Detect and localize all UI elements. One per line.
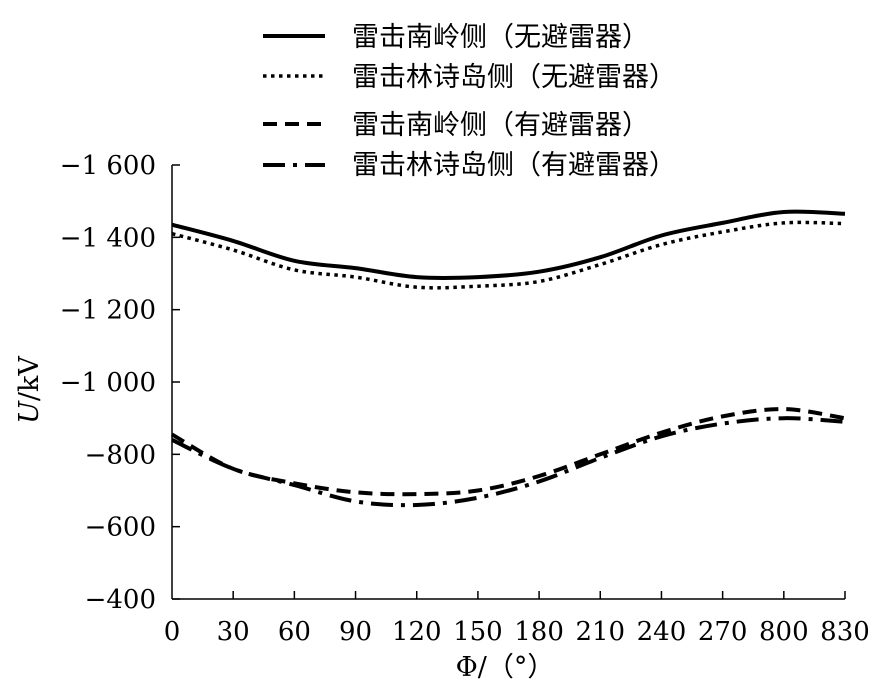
legend-label-4: 雷击林诗岛侧（有避雷器） <box>352 150 676 181</box>
legend-label-1: 雷击南岭侧（无避雷器） <box>352 22 649 53</box>
x-tick-label: 0 <box>164 617 181 647</box>
x-tick-label: 150 <box>453 617 503 647</box>
series-line-4 <box>171 416 846 508</box>
x-tick-label: 270 <box>698 617 748 647</box>
y-tick-label: −1 000 <box>60 368 156 398</box>
y-tick-label: −600 <box>85 513 156 543</box>
series-layer <box>171 209 846 508</box>
y-ticks: −400 −600 −800 −1 000 −1 200 −1 400 −1 600 <box>60 151 180 615</box>
x-tick-label: 210 <box>575 617 625 647</box>
y-tick-label: −400 <box>85 585 156 615</box>
y-tick-label: −1 200 <box>60 296 156 326</box>
x-tick-label: 830 <box>820 617 870 647</box>
legend-label-2: 雷击林诗岛侧（无避雷器） <box>352 62 676 93</box>
legend: 雷击南岭侧（无避雷器） 雷击林诗岛侧（无避雷器） 雷击南岭侧（有避雷器） 雷击林… <box>263 22 676 181</box>
y-axis-label: U/kV <box>14 356 45 424</box>
y-tick-label: −1 400 <box>60 223 156 253</box>
x-tick-label: 120 <box>392 617 442 647</box>
x-tick-label: 30 <box>217 617 250 647</box>
series-line-1 <box>171 209 846 280</box>
x-tick-label: 60 <box>278 617 311 647</box>
y-tick-label: −1 600 <box>60 151 156 181</box>
axes <box>171 165 845 600</box>
x-tick-label: 180 <box>514 617 564 647</box>
x-tick-label: 90 <box>339 617 372 647</box>
legend-label-3: 雷击南岭侧（有避雷器） <box>352 110 649 141</box>
series-line-3 <box>171 407 846 497</box>
x-tick-label: 800 <box>759 617 809 647</box>
x-tick-label: 240 <box>637 617 687 647</box>
x-ticks: 0 30 60 90 120 150 180 210 240 270 800 830 <box>164 591 870 647</box>
x-axis-label: Φ/（°） <box>456 652 555 683</box>
y-tick-label: −800 <box>85 440 156 470</box>
